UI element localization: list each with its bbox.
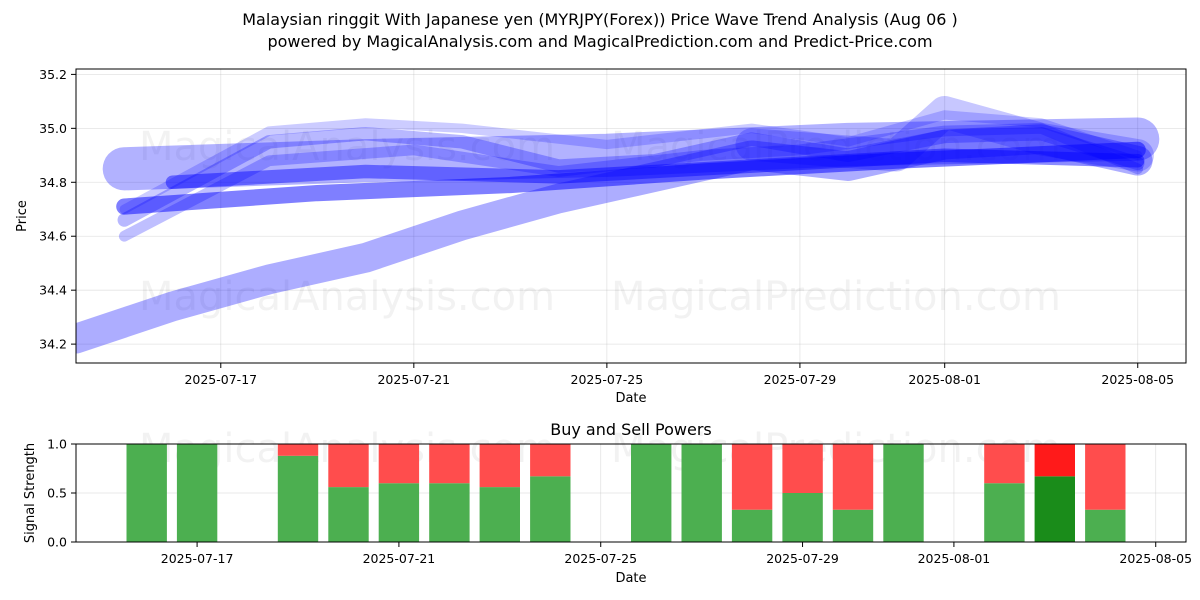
signal-y-ticks: 0.0 0.5 1.0: [47, 437, 76, 550]
buy-bar: [832, 509, 874, 542]
price-wave-bands: [76, 95, 1160, 354]
signal-chart: Buy and Sell Powers MagicalAnalysis.com …: [23, 420, 1192, 586]
buy-bar: [479, 487, 520, 542]
buy-bar: [530, 476, 571, 542]
signal-chart-title: Buy and Sell Powers: [550, 420, 712, 439]
price-y-tick-label: 34.6: [39, 229, 67, 244]
price-x-tick-label: 2025-07-21: [377, 372, 450, 387]
sell-bar: [731, 444, 773, 510]
signal-y-axis-label: Signal Strength: [23, 443, 38, 543]
signal-x-tick-label: 2025-08-01: [918, 551, 991, 566]
buy-bar: [883, 444, 924, 542]
buy-bar: [126, 444, 167, 542]
signal-y-tick-label: 1.0: [47, 437, 67, 452]
price-x-tick-label: 2025-07-29: [764, 372, 837, 387]
price-x-tick-label: 2025-08-05: [1101, 372, 1174, 387]
price-y-tick-label: 34.4: [39, 283, 67, 298]
sell-bar: [1034, 444, 1075, 477]
price-plot-frame: [75, 68, 1187, 364]
sell-bar: [984, 444, 1025, 484]
buy-bar: [681, 444, 722, 542]
buy-bar: [378, 483, 420, 542]
signal-x-axis-label: Date: [615, 571, 646, 586]
signal-x-tick-label: 2025-07-21: [363, 551, 436, 566]
buy-bar: [631, 444, 672, 542]
figure-title-line2: powered by MagicalAnalysis.com and Magic…: [267, 32, 932, 51]
sell-bar: [530, 444, 571, 477]
watermark-analysis-mid: MagicalAnalysis.com: [139, 274, 555, 320]
sell-bar: [782, 444, 823, 493]
buy-bar: [782, 493, 823, 542]
price-x-tick-label: 2025-07-25: [571, 372, 644, 387]
sell-bar: [277, 444, 319, 456]
wave-band-3: [102, 117, 1160, 191]
wave-band-4: [117, 126, 1145, 227]
buy-bar: [731, 509, 773, 542]
buy-bar: [1085, 509, 1126, 542]
watermark-prediction-mid: MagicalPrediction.com: [611, 274, 1061, 320]
signal-x-tick-label: 2025-07-29: [766, 551, 839, 566]
wave-band-8: [165, 148, 1145, 190]
price-plot-area: [76, 69, 1186, 363]
figure-title-line1: Malaysian ringgit With Japanese yen (MYR…: [242, 10, 958, 29]
price-y-tick-label: 35.0: [39, 121, 67, 136]
price-y-tick-label: 34.8: [39, 175, 67, 190]
price-chart: MagicalAnalysis.com MagicalPrediction.co…: [15, 67, 1187, 406]
sell-bar: [328, 444, 369, 488]
price-y-tick-label: 34.2: [39, 337, 67, 352]
signal-x-tick-label: 2025-07-25: [564, 551, 637, 566]
buy-bar: [176, 444, 218, 542]
buy-bar: [328, 487, 369, 542]
buy-bar: [984, 483, 1025, 542]
wave-band-7: [735, 95, 1154, 172]
buy-bar: [277, 455, 319, 542]
wave-band-1: [76, 124, 1153, 354]
price-grid: [76, 69, 1186, 363]
signal-y-tick-label: 0.0: [47, 535, 67, 550]
signal-bars: [126, 444, 1126, 542]
sell-bar: [429, 444, 470, 484]
price-y-ticks: 34.2 34.4 34.6 34.8 35.0 35.2: [39, 67, 76, 352]
sell-bar: [479, 444, 520, 488]
wave-band-6: [119, 110, 1143, 215]
signal-x-tick-label: 2025-07-17: [161, 551, 234, 566]
signal-x-tick-label: 2025-08-05: [1119, 551, 1192, 566]
sell-bar: [378, 444, 420, 484]
wave-band-5: [118, 122, 1144, 242]
sell-bar: [1085, 444, 1126, 510]
price-x-tick-label: 2025-08-01: [908, 372, 981, 387]
buy-bar: [1034, 476, 1075, 542]
signal-y-tick-label: 0.5: [47, 486, 67, 501]
sell-bar: [832, 444, 874, 510]
signal-x-ticks: 2025-07-17 2025-07-21 2025-07-25 2025-07-29…: [161, 542, 1192, 566]
wave-band-2: [116, 141, 1146, 215]
watermark-analysis-top: MagicalAnalysis.com: [139, 124, 555, 170]
buy-bar: [429, 483, 470, 542]
price-y-tick-label: 35.2: [39, 67, 67, 82]
price-x-tick-label: 2025-07-17: [184, 372, 257, 387]
price-x-ticks: 2025-07-17 2025-07-21 2025-07-25 2025-07-29…: [184, 363, 1174, 387]
price-x-axis-label: Date: [615, 391, 646, 406]
price-y-axis-label: Price: [15, 200, 30, 232]
